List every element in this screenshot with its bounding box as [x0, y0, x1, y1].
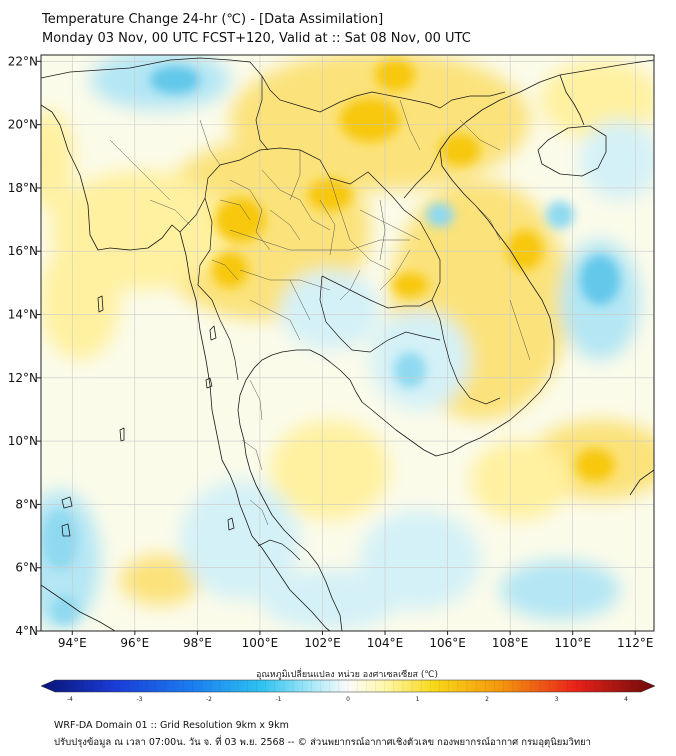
lat-tick-label: 10°N [8, 434, 38, 448]
lon-tick-label: 100°E [242, 636, 279, 650]
colorbar-tick-label: 2 [485, 696, 489, 703]
lon-tick-label: 102°E [304, 636, 341, 650]
colorbar-tick-label: 0 [346, 696, 350, 703]
colorbar-ticks: -4 -3 -2 -1 0 1 2 3 4 [54, 680, 642, 703]
colorbar-tick-label: -1 [276, 696, 282, 703]
lon-tick-label: 110°E [554, 636, 591, 650]
footer-update-info: ปรับปรุงข้อมูล ณ เวลา 07:00น. วัน จ. ที่… [54, 737, 592, 748]
map-subtitle: Monday 03 Nov, 00 UTC FCST+120, Valid at… [42, 31, 471, 46]
colorbar-scale [40, 679, 656, 693]
colorbar-label: อุณหภูมิเปลี่ยนแปลง หน่วย องศาเซลเซียส (… [256, 667, 438, 680]
colorbar-tick-label: -2 [206, 696, 212, 703]
lat-tick-label: 4°N [15, 624, 38, 638]
colorbar-tick-label: 4 [624, 696, 628, 703]
lat-tick-label: 12°N [8, 371, 38, 385]
lat-tick-label: 6°N [15, 561, 38, 575]
colorbar-tick-label: -3 [137, 696, 143, 703]
lon-tick-label: 104°E [367, 636, 404, 650]
lon-tick-label: 94°E [58, 636, 87, 650]
footer-grid-info: WRF-DA Domain 01 :: Grid Resolution 9km … [54, 720, 289, 731]
colorbar: อุณหภูมิเปลี่ยนแปลง หน่วย องศาเซลเซียส (… [40, 667, 656, 703]
lat-tick-label: 18°N [8, 181, 38, 195]
province-borders [109, 99, 531, 526]
colorbar-tick-label: 3 [555, 696, 559, 703]
map-gridlines [41, 55, 654, 631]
colorbar-tick-label: 1 [416, 696, 420, 703]
lon-tick-label: 98°E [183, 636, 212, 650]
lat-tick-label: 16°N [8, 244, 38, 258]
lon-tick-label: 106°E [429, 636, 466, 650]
colorbar-tick-label: -4 [67, 696, 73, 703]
latitude-axis: 22°N 20°N 18°N 16°N 14°N 12°N 10°N 8°N 6°N 4°N [8, 54, 41, 638]
lon-tick-label: 96°E [120, 636, 149, 650]
longitude-axis: 94°E 96°E 98°E 100°E 102°E 104°E 106°E 108°E 110… [58, 631, 654, 650]
temperature-field [41, 55, 654, 631]
lon-tick-label: 108°E [492, 636, 529, 650]
map-frame [40, 54, 655, 632]
lat-tick-label: 8°N [15, 497, 38, 511]
temperature-change-map: 94°E 96°E 98°E 100°E 102°E 104°E 106°E 108°E 110… [8, 54, 656, 703]
lat-tick-label: 20°N [8, 118, 38, 132]
lon-tick-label: 112°E [617, 636, 654, 650]
lat-tick-label: 14°N [8, 308, 38, 322]
map-title: Temperature Change 24-hr (℃) - [Data Ass… [42, 12, 384, 27]
lat-tick-label: 22°N [8, 54, 38, 68]
country-borders [41, 57, 506, 561]
coastlines [41, 59, 654, 631]
